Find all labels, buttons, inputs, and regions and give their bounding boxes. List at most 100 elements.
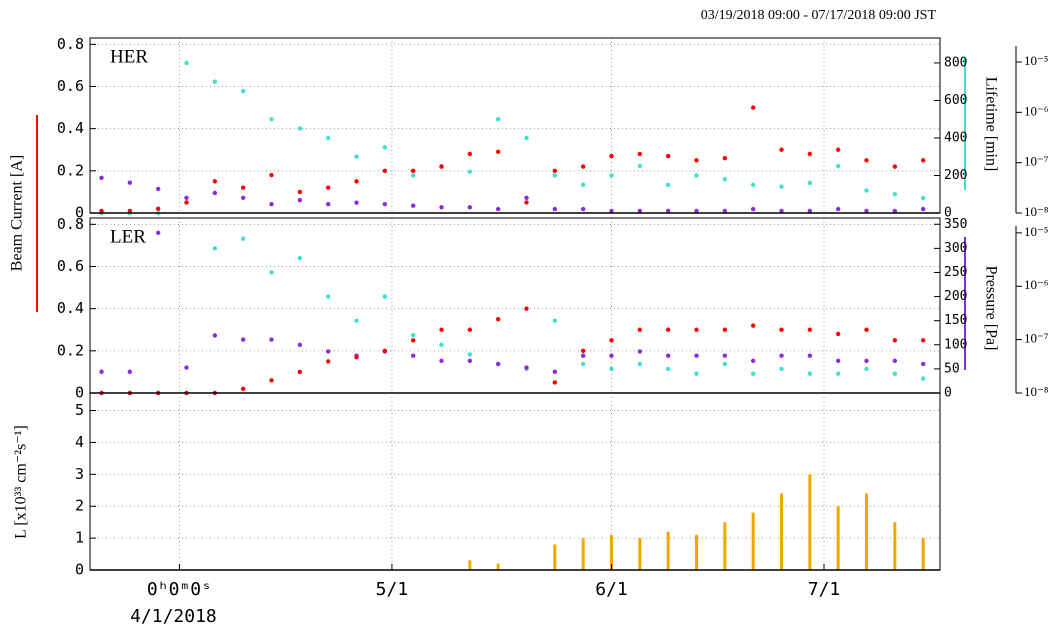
point: [694, 353, 699, 358]
bar: [921, 538, 925, 570]
bar: [581, 538, 585, 570]
point: [410, 332, 416, 338]
point: [552, 369, 558, 374]
point: [212, 246, 218, 251]
point: [184, 200, 189, 205]
point: [297, 342, 303, 347]
point: [269, 201, 274, 207]
y2-tick-label: 600: [944, 93, 967, 108]
y2-tick-label: 0: [944, 206, 952, 221]
point: [892, 192, 898, 197]
y2-axis-title: Lifetime [min]: [982, 77, 999, 172]
point: [779, 208, 784, 214]
y3-tick-label: 10⁻⁵: [1024, 53, 1048, 68]
point: [410, 338, 416, 343]
point: [665, 153, 671, 159]
point: [609, 353, 614, 358]
y-axis-title: L [x10³³ cm⁻²s⁻¹]: [13, 425, 30, 539]
plot-frame: [89, 37, 941, 214]
point: [127, 369, 133, 374]
point: [495, 361, 501, 367]
point: [354, 154, 359, 159]
plot-frame: [89, 217, 941, 394]
x-tick-label: 6/1: [595, 579, 628, 600]
point: [892, 358, 898, 364]
point: [920, 195, 926, 201]
bar: [836, 506, 840, 570]
point: [524, 195, 529, 201]
point: [354, 354, 359, 360]
y-tick-label: 0.2: [57, 341, 84, 359]
bar: [893, 522, 897, 570]
y3-tick-label: 10⁻⁶: [1024, 103, 1048, 118]
point: [325, 185, 331, 190]
point: [240, 195, 246, 201]
point: [524, 200, 529, 205]
point: [750, 182, 756, 188]
point: [524, 135, 529, 141]
point: [864, 327, 869, 332]
point: [835, 371, 841, 376]
point: [297, 255, 303, 261]
bar: [468, 560, 472, 570]
point: [920, 376, 926, 381]
point: [807, 180, 813, 186]
point: [467, 352, 473, 357]
point: [609, 153, 614, 159]
point: [99, 208, 104, 214]
point: [779, 366, 784, 372]
point: [722, 177, 728, 182]
point: [354, 179, 359, 184]
y-tick-label: 3: [75, 465, 84, 483]
x-tick-label: 7/1: [808, 579, 841, 600]
point: [779, 147, 784, 152]
point: [439, 205, 444, 210]
bar: [695, 534, 699, 570]
point: [920, 338, 926, 343]
point: [184, 365, 189, 370]
point: [382, 294, 388, 299]
y3-tick-label: 10⁻⁷: [1024, 154, 1048, 169]
point: [892, 371, 898, 376]
point: [580, 353, 586, 358]
point: [467, 358, 473, 364]
point: [609, 173, 614, 178]
bar: [751, 512, 755, 570]
y3-tick-label: 10⁻⁸: [1024, 204, 1049, 219]
y2-axis-title: Pressure [Pa]: [982, 266, 999, 351]
point: [212, 79, 218, 84]
x-tick-label: 0ʰ0ᵐ0ˢ: [147, 579, 212, 600]
y-tick-label: 0: [75, 561, 84, 579]
point: [609, 338, 614, 343]
point: [467, 327, 473, 332]
point: [665, 208, 671, 214]
point: [354, 200, 359, 205]
y2-tick-label: 350: [944, 217, 967, 232]
point: [240, 386, 246, 391]
point: [495, 317, 501, 322]
point: [807, 371, 813, 376]
point: [637, 361, 643, 367]
bar: [723, 522, 727, 570]
point: [240, 88, 246, 94]
bar: [638, 538, 642, 570]
point: [495, 206, 501, 212]
point: [240, 185, 246, 190]
point: [325, 294, 331, 299]
point: [722, 208, 728, 214]
point: [864, 366, 869, 372]
point: [269, 172, 274, 178]
point: [779, 353, 784, 358]
point: [552, 318, 558, 323]
point: [722, 361, 728, 367]
y-axis-title: Beam Current [A]: [9, 155, 26, 271]
plot-frame: [89, 392, 941, 571]
y2-tick-label: 200: [944, 289, 967, 304]
point: [467, 151, 473, 157]
point: [297, 197, 303, 203]
point: [920, 158, 926, 163]
y-tick-label: 0: [75, 204, 84, 222]
x-tick-label: 5/1: [376, 579, 409, 600]
y2-tick-label: 200: [944, 168, 967, 183]
point: [155, 206, 161, 211]
